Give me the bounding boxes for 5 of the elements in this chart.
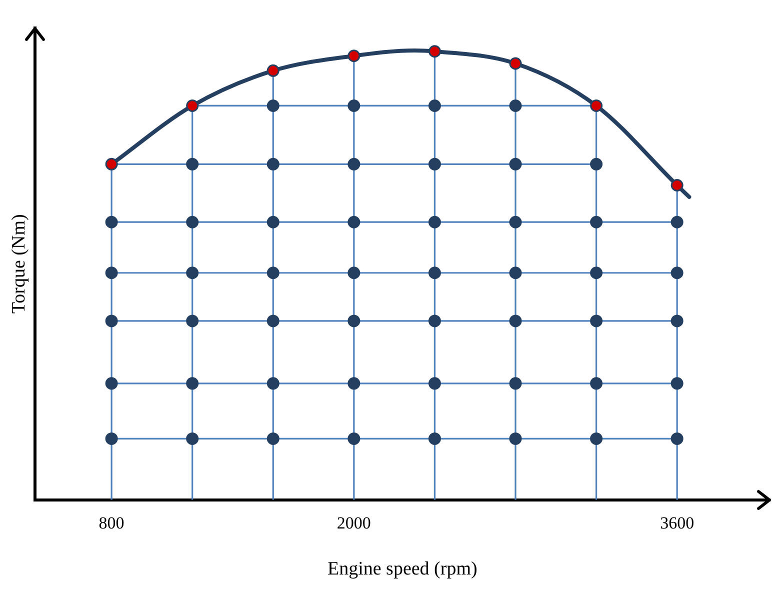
x-tick-label: 2000 <box>336 513 371 532</box>
x-tick-label: 800 <box>98 513 124 532</box>
y-axis-title: Torque (Nm) <box>8 214 30 314</box>
x-tick-label: 3600 <box>660 513 694 532</box>
x-axis-title: Engine speed (rpm) <box>327 558 478 580</box>
